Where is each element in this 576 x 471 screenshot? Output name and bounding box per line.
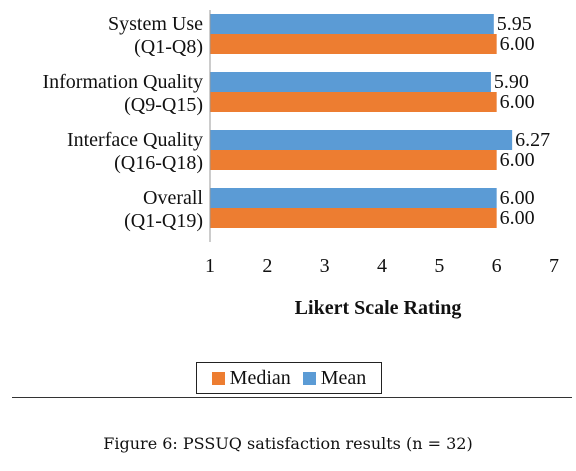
- category-labels: System Use (Q1-Q8) Information Quality (Q9-…: [42, 13, 203, 232]
- x-tick-label: 2: [262, 255, 272, 277]
- x-tick-label: 7: [549, 255, 559, 277]
- data-label-median: 6.00: [500, 33, 535, 55]
- legend-label-mean: Mean: [320, 366, 367, 389]
- category-label-line: System Use: [108, 13, 203, 35]
- bar-mean: [210, 130, 513, 150]
- bar-chart: System Use (Q1-Q8) Information Quality (Q9-…: [42, 10, 559, 319]
- category-label: Interface Quality (Q16-Q18): [67, 129, 203, 174]
- bar-median: [210, 34, 497, 54]
- data-label-mean: 5.95: [497, 13, 532, 35]
- bar-median: [210, 92, 497, 112]
- legend-swatch-mean: [302, 371, 316, 385]
- figure-caption: Figure 6: PSSUQ satisfaction results (n …: [103, 434, 473, 453]
- legend-item-median: Median: [211, 366, 291, 390]
- bar-median: [210, 208, 497, 228]
- legend-label-median: Median: [229, 366, 291, 389]
- bar-mean: [210, 188, 497, 208]
- data-label-mean: 6.00: [500, 187, 535, 209]
- category-label-line: Information Quality: [42, 71, 203, 93]
- x-tick-label: 5: [434, 255, 444, 277]
- category-label-line: Interface Quality: [67, 129, 203, 151]
- data-label-median: 6.00: [500, 149, 535, 171]
- x-tick-labels: 1 2 3 4 5 6 7: [205, 255, 559, 277]
- x-tick-label: 1: [205, 255, 215, 277]
- x-tick-label: 4: [377, 255, 387, 277]
- category-label-line: (Q16-Q18): [114, 152, 203, 174]
- data-label-median: 6.00: [500, 91, 535, 113]
- x-axis-label: Likert Scale Rating: [295, 297, 462, 319]
- data-label-mean: 6.27: [515, 129, 550, 151]
- caption-divider: [12, 397, 572, 398]
- bar-mean: [210, 72, 491, 92]
- data-label-mean: 5.90: [494, 71, 529, 93]
- category-label-line: (Q1-Q19): [124, 210, 203, 232]
- x-tick-label: 3: [320, 255, 330, 277]
- data-labels: 5.956.005.906.006.276.006.006.00: [494, 13, 550, 229]
- legend-item-mean: Mean: [302, 366, 367, 390]
- category-label-line: (Q9-Q15): [124, 94, 203, 116]
- data-label-median: 6.00: [500, 207, 535, 229]
- category-label: System Use (Q1-Q8): [108, 13, 203, 58]
- category-label: Information Quality (Q9-Q15): [42, 71, 203, 116]
- bars: [210, 14, 513, 228]
- category-label-line: Overall: [143, 187, 203, 209]
- legend: Median Mean: [196, 362, 382, 394]
- legend-swatch-median: [211, 371, 225, 385]
- bar-median: [210, 150, 497, 170]
- category-label: Overall (Q1-Q19): [124, 187, 203, 232]
- x-tick-label: 6: [492, 255, 502, 277]
- category-label-line: (Q1-Q8): [134, 36, 203, 58]
- bar-mean: [210, 14, 494, 34]
